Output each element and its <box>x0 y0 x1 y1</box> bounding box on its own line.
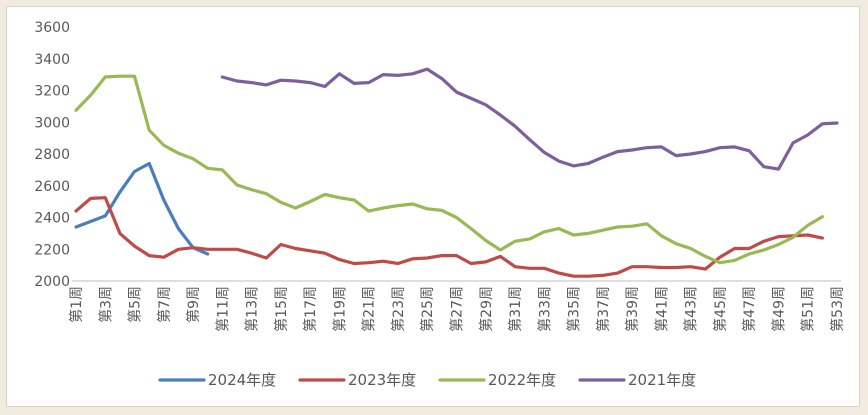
legend-label: 2024年度 <box>208 371 276 389</box>
y-axis: 2000 2200 2400 2600 2800 3000 3200 3400 3600 <box>34 20 70 290</box>
y-tick-label: 2800 <box>34 147 70 163</box>
x-tick-label: 第33周 <box>536 286 553 332</box>
y-tick-label: 2600 <box>34 179 70 195</box>
x-tick-label: 第49周 <box>770 286 787 332</box>
legend-label: 2022年度 <box>488 371 556 389</box>
x-tick-label: 第35周 <box>566 286 583 332</box>
x-tick-label: 第45周 <box>712 286 729 332</box>
x-tick-label: 第31周 <box>507 286 524 332</box>
y-tick-label: 3000 <box>34 115 70 131</box>
x-tick-label: 第13周 <box>244 286 261 332</box>
x-tick-label: 第9周 <box>185 286 202 323</box>
y-tick-label: 3200 <box>34 84 70 100</box>
y-tick-label: 2400 <box>34 211 70 227</box>
legend-label: 2021年度 <box>628 371 696 389</box>
x-tick-label: 第43周 <box>683 286 700 332</box>
x-tick-label: 第37周 <box>595 286 612 332</box>
x-tick-label: 第15周 <box>273 286 290 332</box>
x-tick-label: 第7周 <box>156 286 173 323</box>
x-axis: 第1周 第3周 第5周 第7周 第9周 第11周 第13周 第15周 第17周 第19周 第21周第… <box>68 280 846 332</box>
line-chart: 2000 2200 2400 2600 2800 3000 3200 3400 3600 第1周… <box>34 20 846 389</box>
x-tick-label: 第3周 <box>97 286 114 323</box>
chart-frame: 2000 2200 2400 2600 2800 3000 3200 3400 3600 第1周… <box>6 6 860 407</box>
x-tick-label: 第5周 <box>127 286 144 323</box>
x-tick-label: 第11周 <box>214 286 231 332</box>
x-tick-label: 第47周 <box>741 286 758 332</box>
legend: 2024年度 2023年度 2022年度 2021年度 <box>158 371 696 389</box>
x-tick-label: 第53周 <box>829 286 846 332</box>
series-line-3 <box>220 67 839 171</box>
y-tick-label: 3600 <box>34 20 70 36</box>
x-tick-label: 第21周 <box>361 286 378 332</box>
x-tick-label: 第27周 <box>449 286 466 332</box>
x-tick-label: 第29周 <box>478 286 495 332</box>
x-tick-label: 第25周 <box>419 286 436 332</box>
x-tick-label: 第23周 <box>390 286 407 332</box>
x-tick-label: 第1周 <box>68 286 85 323</box>
x-tick-label: 第19周 <box>331 286 348 332</box>
legend-item: 2022年度 <box>438 371 556 389</box>
legend-item: 2021年度 <box>578 371 696 389</box>
x-tick-label: 第51周 <box>800 286 817 332</box>
x-tick-label: 第17周 <box>302 286 319 332</box>
series-line-1 <box>74 196 825 278</box>
y-tick-label: 2200 <box>34 242 70 258</box>
series-line-0 <box>74 161 210 256</box>
legend-label: 2023年度 <box>348 371 416 389</box>
y-tick-label: 3400 <box>34 52 70 68</box>
x-tick-label: 第41周 <box>653 286 670 332</box>
legend-item: 2024年度 <box>158 371 276 389</box>
legend-item: 2023年度 <box>298 371 416 389</box>
series-line-2 <box>74 74 825 265</box>
series-layer <box>74 67 839 278</box>
y-tick-label: 2000 <box>34 274 70 290</box>
x-tick-label: 第39周 <box>624 286 641 332</box>
